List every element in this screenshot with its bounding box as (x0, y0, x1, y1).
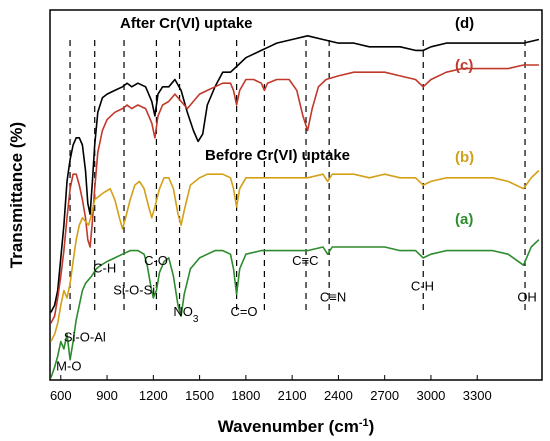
annotation-text-6: C=O (230, 304, 257, 319)
annotation-text-1: Si-O-Al (64, 330, 106, 345)
section-title-middle: Before Cr(VI) uptake (205, 147, 350, 164)
annotation-text-2: C-H (93, 260, 116, 275)
y-axis-title: Transmittance (%) (7, 122, 26, 268)
x-tick-label-7: 2700 (370, 388, 399, 403)
x-axis-title-sup: -1 (359, 417, 369, 429)
annotation-text-9: C-H (411, 279, 434, 294)
reference-lines (69, 40, 526, 312)
series-label-c: (c) (455, 57, 473, 74)
annotation-text-10: OH (517, 290, 537, 305)
annotation-1: Si-O-Al (64, 330, 106, 345)
annotation-8: C≡N (320, 290, 346, 305)
annotation-sub-5: 3 (193, 314, 199, 325)
x-tick-label-1: 900 (96, 388, 118, 403)
x-tick-label-2: 1200 (139, 388, 168, 403)
x-axis-ticks: 600 900 1200 1500 1800 2100 2400 2700 3000 3300 (50, 375, 492, 403)
band-annotations: M-O Si-O-Al C-H Si-O-Si C-O NO3 C=O C≡C C≡N C-H OH (56, 253, 537, 374)
series-line-2 (50, 169, 540, 342)
annotation-5: NO3 (173, 304, 199, 325)
series-line-3 (50, 239, 540, 379)
annotation-0: M-O (56, 359, 81, 374)
series-line-1 (50, 64, 539, 324)
x-tick-label-3: 1500 (185, 388, 214, 403)
annotation-6: C=O (230, 304, 257, 319)
x-tick-label-8: 3000 (416, 388, 445, 403)
annotation-7: C≡C (292, 253, 318, 268)
series-label-b: (b) (455, 149, 474, 166)
x-tick-label-5: 2100 (278, 388, 307, 403)
annotation-3: Si-O-Si (113, 282, 155, 297)
x-tick-label-0: 600 (50, 388, 72, 403)
x-tick-label-6: 2400 (324, 388, 353, 403)
x-axis-title-end: ) (369, 417, 375, 436)
annotation-text-5: NO (173, 304, 193, 319)
annotation-text-7: C≡C (292, 253, 318, 268)
series-line-0 (50, 35, 540, 313)
annotation-4: C-O (144, 253, 168, 268)
x-tick-label-9: 3300 (463, 388, 492, 403)
section-title-top: After Cr(VI) uptake (120, 15, 253, 32)
annotation-10: OH (517, 290, 537, 305)
x-axis-title-main: Wavenumber (cm (218, 417, 359, 436)
annotation-text-3: Si-O-Si (113, 282, 155, 297)
x-tick-label-4: 1800 (231, 388, 260, 403)
series-lines (50, 35, 540, 379)
series-label-a: (a) (455, 211, 473, 228)
plot-frame (49, 9, 543, 381)
annotation-text-4: C-O (144, 253, 168, 268)
annotation-2: C-H (93, 260, 116, 275)
series-label-d: (d) (455, 15, 474, 32)
annotation-text-8: C≡N (320, 290, 346, 305)
x-axis-title: Wavenumber (cm-1) (218, 417, 375, 436)
annotation-text-0: M-O (56, 359, 81, 374)
annotation-9: C-H (411, 279, 434, 294)
